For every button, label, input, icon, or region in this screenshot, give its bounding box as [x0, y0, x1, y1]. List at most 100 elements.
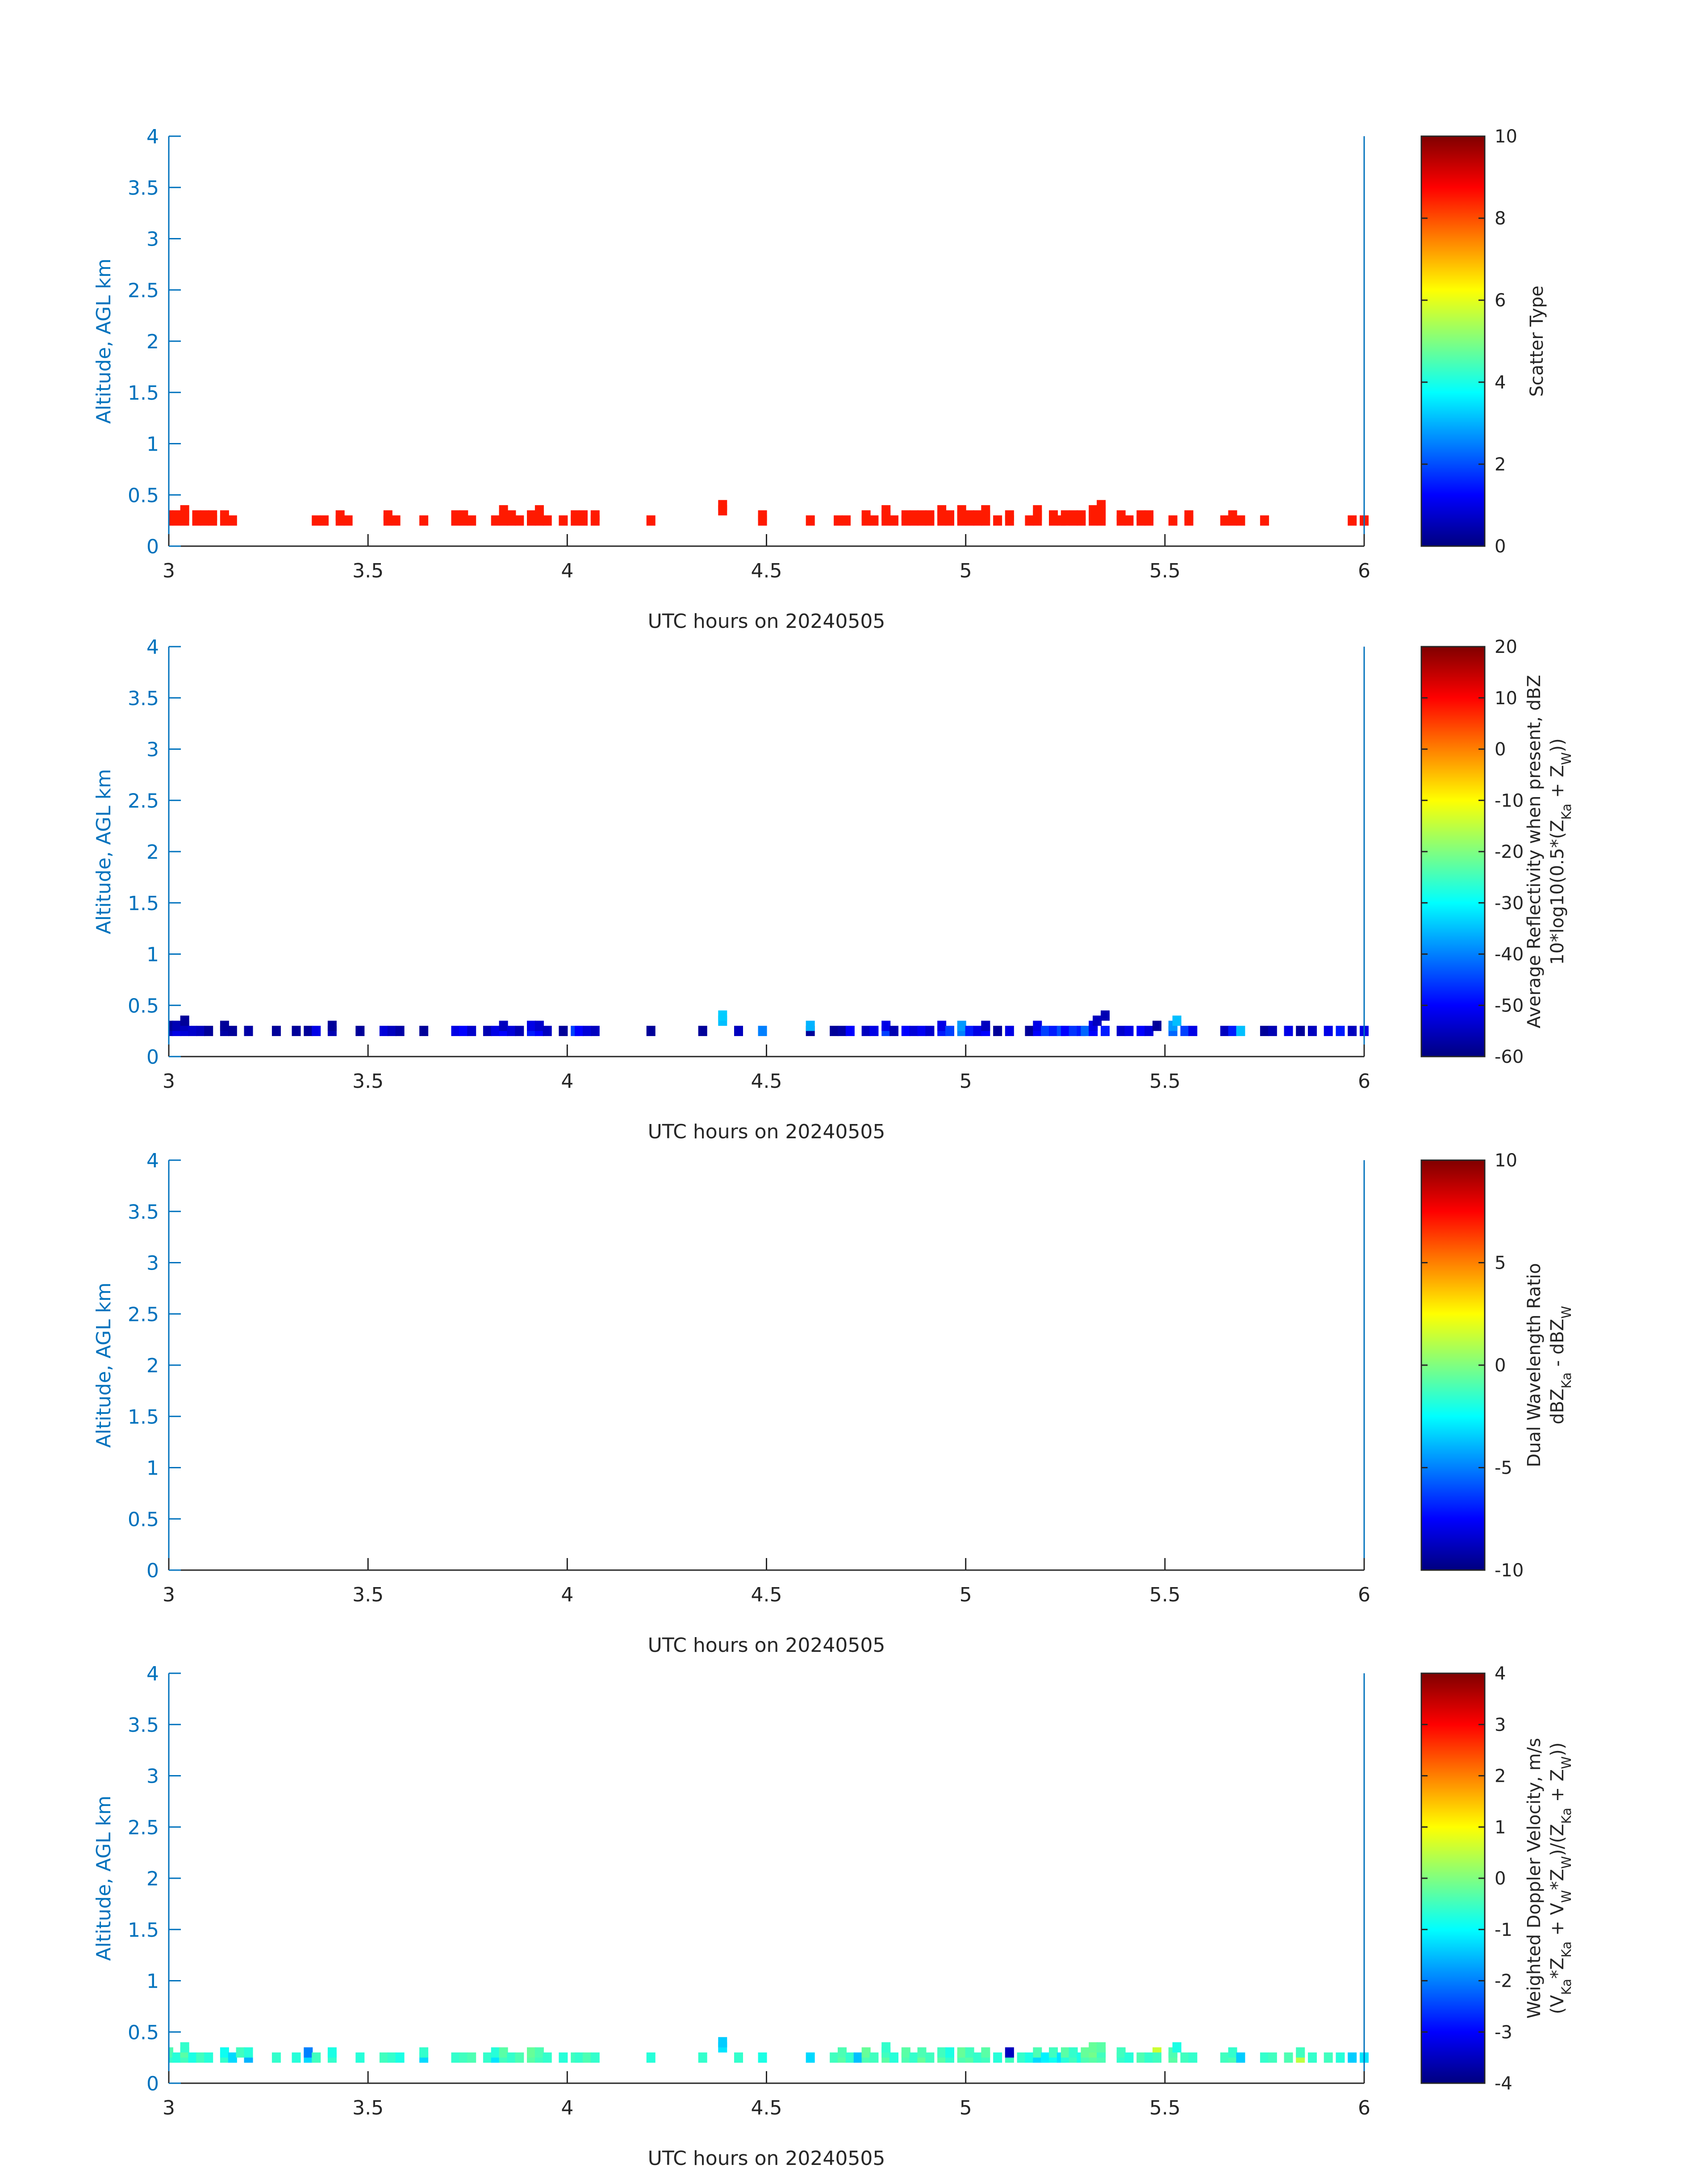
x-tick-label: 4: [561, 560, 573, 582]
y-tick-label: 1: [146, 433, 159, 456]
data-cell: [909, 510, 919, 521]
data-cell: [1348, 515, 1357, 526]
colorbar-tick-label: -3: [1495, 2022, 1512, 2043]
data-cell: [1324, 2052, 1333, 2063]
colorbar-tick-label: -50: [1495, 995, 1524, 1016]
data-cell: [981, 1020, 990, 1031]
data-cell: [901, 510, 910, 521]
data-cell: [806, 2052, 815, 2063]
data-cell: [917, 510, 927, 521]
y-tick-label: 3: [146, 1765, 159, 1788]
data-cell: [304, 2047, 313, 2058]
y-tick-label: 1: [146, 944, 159, 966]
data-cell: [1228, 1026, 1237, 1036]
data-cell: [459, 1026, 468, 1036]
data-cell: [575, 2052, 584, 2063]
data-cell: [244, 2047, 253, 2058]
data-cell: [188, 1026, 197, 1036]
data-cell: [1260, 1026, 1269, 1036]
x-tick-label: 4: [561, 2097, 573, 2119]
colorbar-tick-label: 2: [1495, 1766, 1506, 1787]
data-cell: [467, 2052, 476, 2063]
panel-3: 3 3.5 4 4.5 5 5.5 6 0 0.5 1 1.5 2 2.5 3 3.5 4 UTC hours …: [92, 1149, 1574, 1657]
data-cell: [355, 2052, 365, 2063]
data-cell: [1124, 515, 1134, 526]
colorbar-scale: [1420, 1672, 1486, 2084]
colorbar-label: Average Reflectivity when present, dBZ: [1524, 675, 1545, 1028]
data-cell: [499, 1020, 508, 1031]
data-cell: [853, 2052, 863, 2063]
data-cell: [861, 510, 871, 521]
data-cell: [244, 1026, 253, 1036]
data-cell: [973, 510, 982, 521]
data-cell: [981, 505, 990, 516]
colorbar-label: Weighted Doppler Velocity, m/s: [1524, 1738, 1545, 2019]
y-tick-label: 2: [146, 1354, 159, 1377]
data-cell: [1069, 2047, 1078, 2058]
data-cell: [1268, 2052, 1277, 2063]
data-cell: [220, 1020, 229, 1031]
y-tick-label: 2.5: [128, 1303, 159, 1326]
data-cell: [718, 2037, 727, 2047]
data-cell: [1069, 510, 1078, 521]
x-tick-label: 5.5: [1149, 2097, 1181, 2119]
data-cell: [188, 2052, 197, 2063]
data-cell: [1081, 2047, 1090, 2058]
y-tick-label: 0.5: [128, 484, 159, 507]
data-cell: [1049, 2047, 1058, 2058]
data-cell: [1097, 500, 1106, 510]
data-cell: [292, 2052, 301, 2063]
data-cell: [395, 2052, 405, 2063]
data-cell: [543, 515, 552, 526]
data-cell: [1101, 1026, 1110, 1036]
data-cell: [483, 1026, 492, 1036]
data-cell: [1348, 2052, 1357, 2063]
x-axis-label: UTC hours on 20240505: [648, 1120, 885, 1143]
x-tick-label: 3: [163, 1584, 175, 1606]
data-cell: [1260, 2052, 1269, 2063]
x-tick-label: 6: [1358, 2097, 1370, 2119]
colorbar-label: (VKa*ZKa + VW*ZW)/(ZKa + ZW)): [1547, 1742, 1574, 2014]
colorbar-label: 10*log10(0.5*(ZKa + ZW)): [1547, 738, 1574, 965]
data-cell: [451, 2052, 460, 2063]
data-cell: [1260, 515, 1269, 526]
data-cell: [993, 1026, 1002, 1036]
data-cell: [1089, 505, 1098, 516]
data-cell: [491, 515, 500, 526]
data-cell: [1236, 515, 1245, 526]
colorbar-label: dBZKa - dBZW: [1547, 1306, 1574, 1424]
data-cell: [937, 505, 947, 516]
data-cell: [993, 2052, 1002, 2063]
data-cell: [1336, 2052, 1345, 2063]
colorbar-tick-label: 2: [1495, 454, 1506, 475]
x-tick-label: 3.5: [352, 560, 384, 582]
data-cell: [220, 510, 229, 521]
data-cell: [758, 2052, 767, 2063]
data-cell: [993, 515, 1002, 526]
data-cell: [208, 510, 217, 521]
data-cell: [271, 2052, 281, 2063]
data-cell: [419, 2047, 429, 2058]
data-cell: [451, 1026, 460, 1036]
data-cell: [734, 1026, 743, 1036]
y-tick-label: 1.5: [128, 892, 159, 915]
y-tick-label: 3.5: [128, 687, 159, 710]
data-cell: [1025, 2052, 1034, 2063]
data-cell: [981, 2047, 990, 2058]
data-cell: [1101, 1010, 1110, 1021]
data-cell: [204, 1026, 213, 1036]
data-cell: [312, 2052, 321, 2063]
colorbar: 0 2 4 6 8 10 Scatter Type: [1420, 126, 1547, 557]
colorbar-tick-label: -30: [1495, 893, 1524, 914]
data-cell: [575, 1026, 584, 1036]
x-tick-label: 4: [561, 1070, 573, 1093]
data-cell: [889, 515, 898, 526]
data-cell: [379, 1026, 388, 1036]
colorbar-tick-label: 5: [1495, 1253, 1506, 1274]
x-tick-label: 6: [1358, 560, 1370, 582]
data-cell: [1308, 2052, 1317, 2063]
y-tick-label: 0: [146, 2073, 159, 2095]
data-cell: [559, 2052, 568, 2063]
data-cell: [838, 2047, 847, 2058]
colorbar: -60 -50 -40 -30 -20 -10 0 10 20 Average Reflectiv…: [1420, 637, 1574, 1067]
